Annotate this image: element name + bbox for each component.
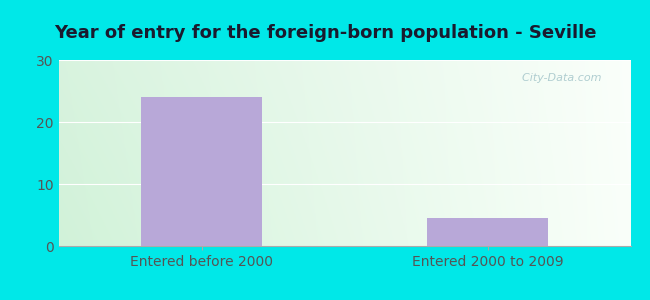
Bar bbox=[142, 97, 261, 246]
Text: City-Data.com: City-Data.com bbox=[515, 73, 602, 83]
Text: Year of entry for the foreign-born population - Seville: Year of entry for the foreign-born popul… bbox=[54, 24, 596, 42]
Bar bbox=[428, 218, 547, 246]
